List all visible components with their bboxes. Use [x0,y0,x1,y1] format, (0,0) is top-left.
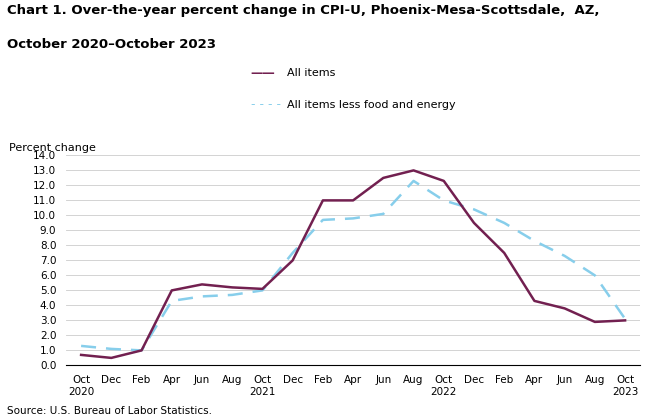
All items less food and energy [349,216,357,221]
All items [349,198,357,203]
All items [500,250,508,255]
All items less food and energy [500,220,508,226]
All items less food and energy [77,344,85,349]
All items less food and energy [198,294,206,299]
All items [288,258,296,263]
All items [259,286,267,291]
All items [379,176,387,181]
All items [77,352,85,357]
Text: Percent change: Percent change [9,143,96,153]
All items [137,348,145,353]
All items less food and energy [288,250,296,255]
All items less food and energy [591,273,599,278]
All items less food and energy [319,218,327,223]
All items [108,355,115,360]
All items less food and energy [259,288,267,293]
All items [168,288,176,293]
Text: All items: All items [287,68,335,79]
All items less food and energy [137,348,145,353]
Text: ——: —— [251,67,276,80]
Text: October 2020–October 2023: October 2020–October 2023 [7,38,216,51]
All items less food and energy [168,298,176,303]
All items [440,178,447,184]
All items [591,319,599,324]
Text: Source: U.S. Bureau of Labor Statistics.: Source: U.S. Bureau of Labor Statistics. [7,406,212,416]
All items [621,318,629,323]
All items less food and energy [561,253,569,258]
All items less food and energy [410,178,418,184]
All items less food and energy [531,239,539,244]
All items [410,168,418,173]
All items [198,282,206,287]
Text: Chart 1. Over-the-year percent change in CPI-U, Phoenix-Mesa-Scottsdale,  AZ,: Chart 1. Over-the-year percent change in… [7,4,599,17]
All items less food and energy [440,198,447,203]
All items less food and energy [621,316,629,321]
All items [470,220,478,226]
All items less food and energy [228,292,236,297]
All items [531,298,539,303]
Line: All items: All items [81,171,625,358]
All items less food and energy [108,346,115,352]
All items less food and energy [379,211,387,216]
Text: All items less food and energy: All items less food and energy [287,100,455,110]
All items [319,198,327,203]
Text: - - - -: - - - - [251,99,280,111]
All items [228,285,236,290]
Line: All items less food and energy: All items less food and energy [81,181,625,350]
All items [561,306,569,311]
All items less food and energy [470,207,478,212]
